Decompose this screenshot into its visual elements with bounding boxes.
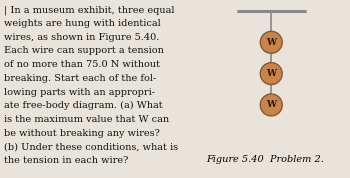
Text: W: W [266,100,276,109]
Text: is the maximum value that W can: is the maximum value that W can [4,115,169,124]
Text: be without breaking any wires?: be without breaking any wires? [4,129,159,138]
Text: Figure 5.40  Problem 2.: Figure 5.40 Problem 2. [206,155,324,164]
Text: W: W [266,69,276,78]
Text: W: W [266,38,276,47]
Text: ate free-body diagram. (a) What: ate free-body diagram. (a) What [4,101,162,110]
Text: the tension in each wire?: the tension in each wire? [4,156,128,165]
Circle shape [260,63,282,85]
Circle shape [260,94,282,116]
Text: of no more than 75.0 N without: of no more than 75.0 N without [4,60,160,69]
Text: Each wire can support a tension: Each wire can support a tension [4,46,163,56]
Text: breaking. Start each of the fol-: breaking. Start each of the fol- [4,74,156,83]
Text: weights are hung with identical: weights are hung with identical [4,19,160,28]
Text: | In a museum exhibit, three equal: | In a museum exhibit, three equal [4,5,174,15]
Text: (b) Under these conditions, what is: (b) Under these conditions, what is [4,142,177,151]
Text: lowing parts with an appropri-: lowing parts with an appropri- [4,88,154,97]
Circle shape [260,31,282,53]
Text: wires, as shown in Figure 5.40.: wires, as shown in Figure 5.40. [4,33,159,42]
